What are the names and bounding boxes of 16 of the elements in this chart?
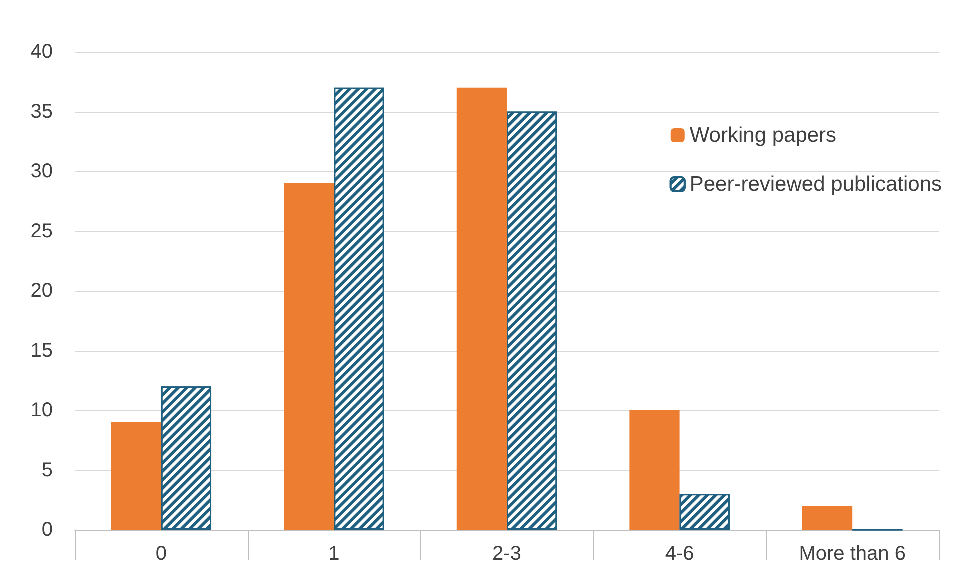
x-tick-label: 2-3	[492, 543, 522, 565]
y-tick-label: 25	[30, 220, 53, 242]
legend-label: Peer-reviewed publications	[690, 173, 942, 196]
x-tick-label: 0	[156, 543, 167, 565]
y-tick-label: 35	[30, 100, 53, 123]
y-tick-label: 30	[30, 160, 53, 182]
y-tick-label: 5	[42, 459, 53, 482]
y-tick-label: 40	[30, 41, 53, 63]
legend-label: Working papers	[690, 124, 837, 147]
x-tick-label: More than 6	[799, 543, 906, 565]
y-tick-label: 10	[30, 400, 53, 422]
y-tick-label: 0	[42, 519, 53, 541]
x-tick-label: 4-6	[665, 543, 694, 565]
y-tick-label: 15	[30, 340, 53, 362]
y-tick-label: 20	[30, 280, 53, 302]
x-tick-label: 1	[328, 543, 340, 565]
